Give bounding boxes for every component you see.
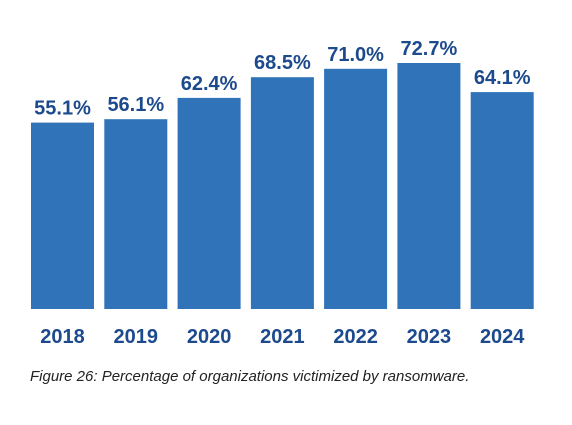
bar-2023 <box>397 63 461 309</box>
value-label-2021: 68.5% <box>254 52 311 74</box>
bar-2018 <box>31 122 94 309</box>
bar-2022 <box>324 68 388 309</box>
figure-caption: Figure 26: Percentage of organizations v… <box>30 368 470 385</box>
x-tick-label-2022: 2022 <box>333 326 378 348</box>
value-label-2023: 72.7% <box>401 38 458 60</box>
value-label-2024: 64.1% <box>474 67 531 89</box>
value-label-2022: 71.0% <box>327 44 384 66</box>
x-tick-label-2020: 2020 <box>187 326 232 348</box>
value-label-2018: 55.1% <box>34 98 91 120</box>
x-tick-label-2018: 2018 <box>40 326 85 348</box>
value-label-2020: 62.4% <box>181 73 238 95</box>
bar-2019 <box>104 119 168 309</box>
x-tick-label-2021: 2021 <box>260 326 305 348</box>
x-tick-label-2023: 2023 <box>407 326 452 348</box>
bar-2024 <box>470 92 534 309</box>
x-tick-label-2019: 2019 <box>114 326 159 348</box>
value-label-2019: 56.1% <box>107 94 164 116</box>
bar-2020 <box>177 97 241 310</box>
bar-2021 <box>250 77 314 309</box>
x-tick-label-2024: 2024 <box>480 326 525 348</box>
bar-chart: 55.1% 2018 56.1% 2019 62.4% 2020 68.5% 2021 71.0… <box>31 38 534 348</box>
